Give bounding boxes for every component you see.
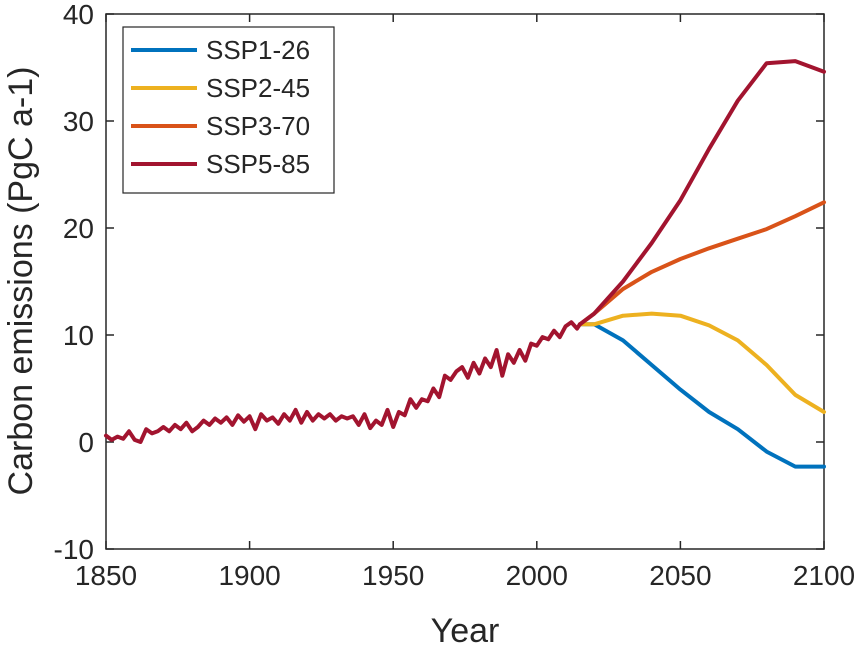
- legend: SSP1-26 SSP2-45 SSP3-70 SSP5-85: [122, 26, 335, 194]
- x-tick-label: 1850: [75, 560, 137, 591]
- y-tick-label: 10: [63, 320, 94, 351]
- x-tick-label: 2050: [649, 560, 711, 591]
- legend-label-ssp3-70: SSP3-70: [206, 111, 310, 141]
- x-tick-label: 2000: [506, 560, 568, 591]
- historical-line: [104, 320, 582, 444]
- series-lines: [104, 59, 826, 469]
- x-tick-label: 1950: [362, 560, 424, 591]
- legend-label-ssp5-85: SSP5-85: [206, 149, 310, 179]
- y-tick-label: 30: [63, 106, 94, 137]
- legend-label-ssp2-45: SSP2-45: [206, 73, 310, 103]
- series-line-ssp1-26: [577, 322, 826, 469]
- y-tick-label: 40: [63, 0, 94, 30]
- y-tick-label: 20: [63, 213, 94, 244]
- y-axis-label: Carbon emissions (PgC a-1): [2, 67, 40, 496]
- y-tick-label: -10: [54, 534, 94, 565]
- x-tick-label: 2100: [793, 560, 855, 591]
- legend-label-ssp1-26: SSP1-26: [206, 35, 310, 65]
- x-tick-label: 1900: [218, 560, 280, 591]
- x-axis-label: Year: [431, 612, 500, 646]
- series-line-ssp5-85: [577, 59, 826, 327]
- x-axis-ticks: 1850 1900 1950 2000 2050 2100: [75, 14, 855, 591]
- series-line-ssp3-70: [577, 200, 826, 327]
- y-axis-ticks: -10 0 10 20 30 40: [54, 0, 824, 565]
- series-line-ssp2-45: [577, 311, 826, 414]
- y-tick-label: 0: [78, 427, 94, 458]
